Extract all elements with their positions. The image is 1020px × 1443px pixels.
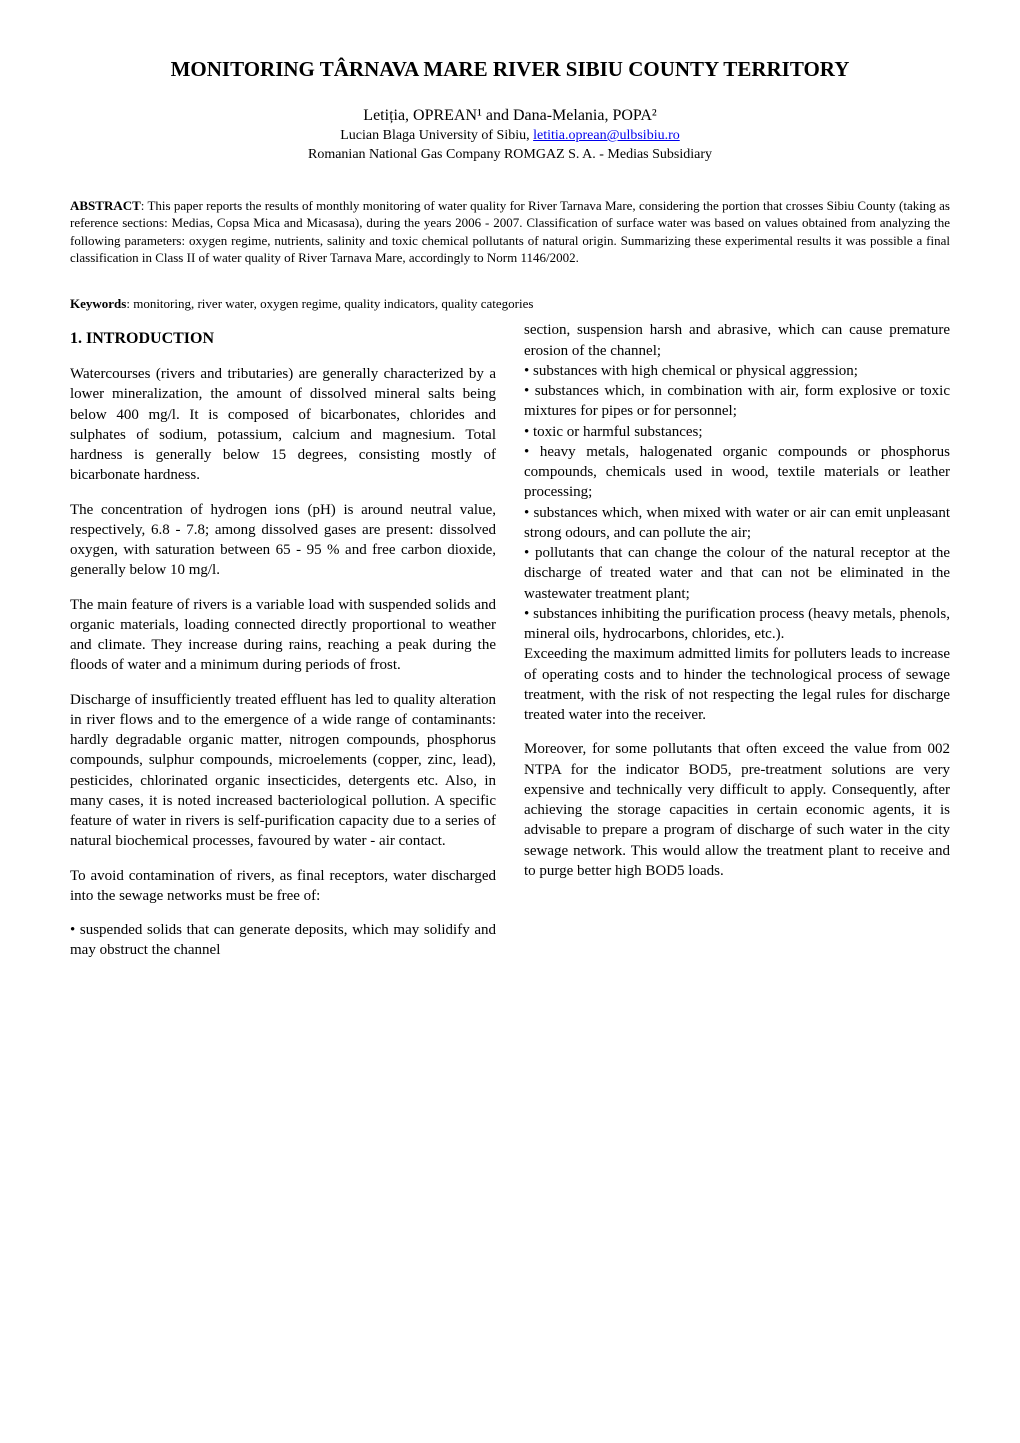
affiliation-2: Romanian National Gas Company ROMGAZ S. … (70, 146, 950, 165)
body-paragraph: section, suspension harsh and abrasive, … (524, 320, 950, 361)
section-heading-introduction: 1. INTRODUCTION (70, 328, 496, 350)
abstract-text: : This paper reports the results of mont… (70, 198, 950, 266)
body-paragraph: To avoid contamination of rivers, as fin… (70, 866, 496, 907)
body-paragraph: Moreover, for some pollutants that often… (524, 739, 950, 881)
body-paragraph: The concentration of hydrogen ions (pH) … (70, 500, 496, 581)
body-paragraph: Watercourses (rivers and tributaries) ar… (70, 364, 496, 486)
bullet-item: • substances which, when mixed with wate… (524, 503, 950, 544)
right-column: section, suspension harsh and abrasive, … (524, 320, 950, 960)
author-email-link[interactable]: letitia.oprean@ulbsibiu.ro (533, 128, 680, 143)
authors-block: Letiția, OPREAN¹ and Dana-Melania, POPA²… (70, 105, 950, 164)
body-paragraph: Discharge of insufficiently treated effl… (70, 690, 496, 852)
abstract-label: ABSTRACT (70, 198, 141, 213)
keywords-block: Keywords: monitoring, river water, oxyge… (70, 295, 950, 313)
two-column-body: 1. INTRODUCTION Watercourses (rivers and… (70, 320, 950, 960)
bullet-item: • substances inhibiting the purification… (524, 604, 950, 645)
bullet-item: • suspended solids that can generate dep… (70, 920, 496, 961)
paper-title: MONITORING TÂRNAVA MARE RIVER SIBIU COUN… (70, 55, 950, 83)
left-column: 1. INTRODUCTION Watercourses (rivers and… (70, 320, 496, 960)
keywords-label: Keywords (70, 296, 126, 311)
body-paragraph: The main feature of rivers is a variable… (70, 595, 496, 676)
abstract-block: ABSTRACT: This paper reports the results… (70, 197, 950, 267)
keywords-text: : monitoring, river water, oxygen regime… (126, 296, 533, 311)
bullet-item: • substances which, in combination with … (524, 381, 950, 422)
bullet-item: • pollutants that can change the colour … (524, 543, 950, 604)
affiliation-1: Lucian Blaga University of Sibiu, letiti… (70, 127, 950, 146)
bullet-item: • toxic or harmful substances; (524, 422, 950, 442)
affiliation-1-text: Lucian Blaga University of Sibiu, (340, 128, 533, 143)
authors-line: Letiția, OPREAN¹ and Dana-Melania, POPA² (70, 105, 950, 127)
body-paragraph: Exceeding the maximum admitted limits fo… (524, 644, 950, 725)
bullet-item: • heavy metals, halogenated organic comp… (524, 442, 950, 503)
bullet-item: • substances with high chemical or physi… (524, 361, 950, 381)
